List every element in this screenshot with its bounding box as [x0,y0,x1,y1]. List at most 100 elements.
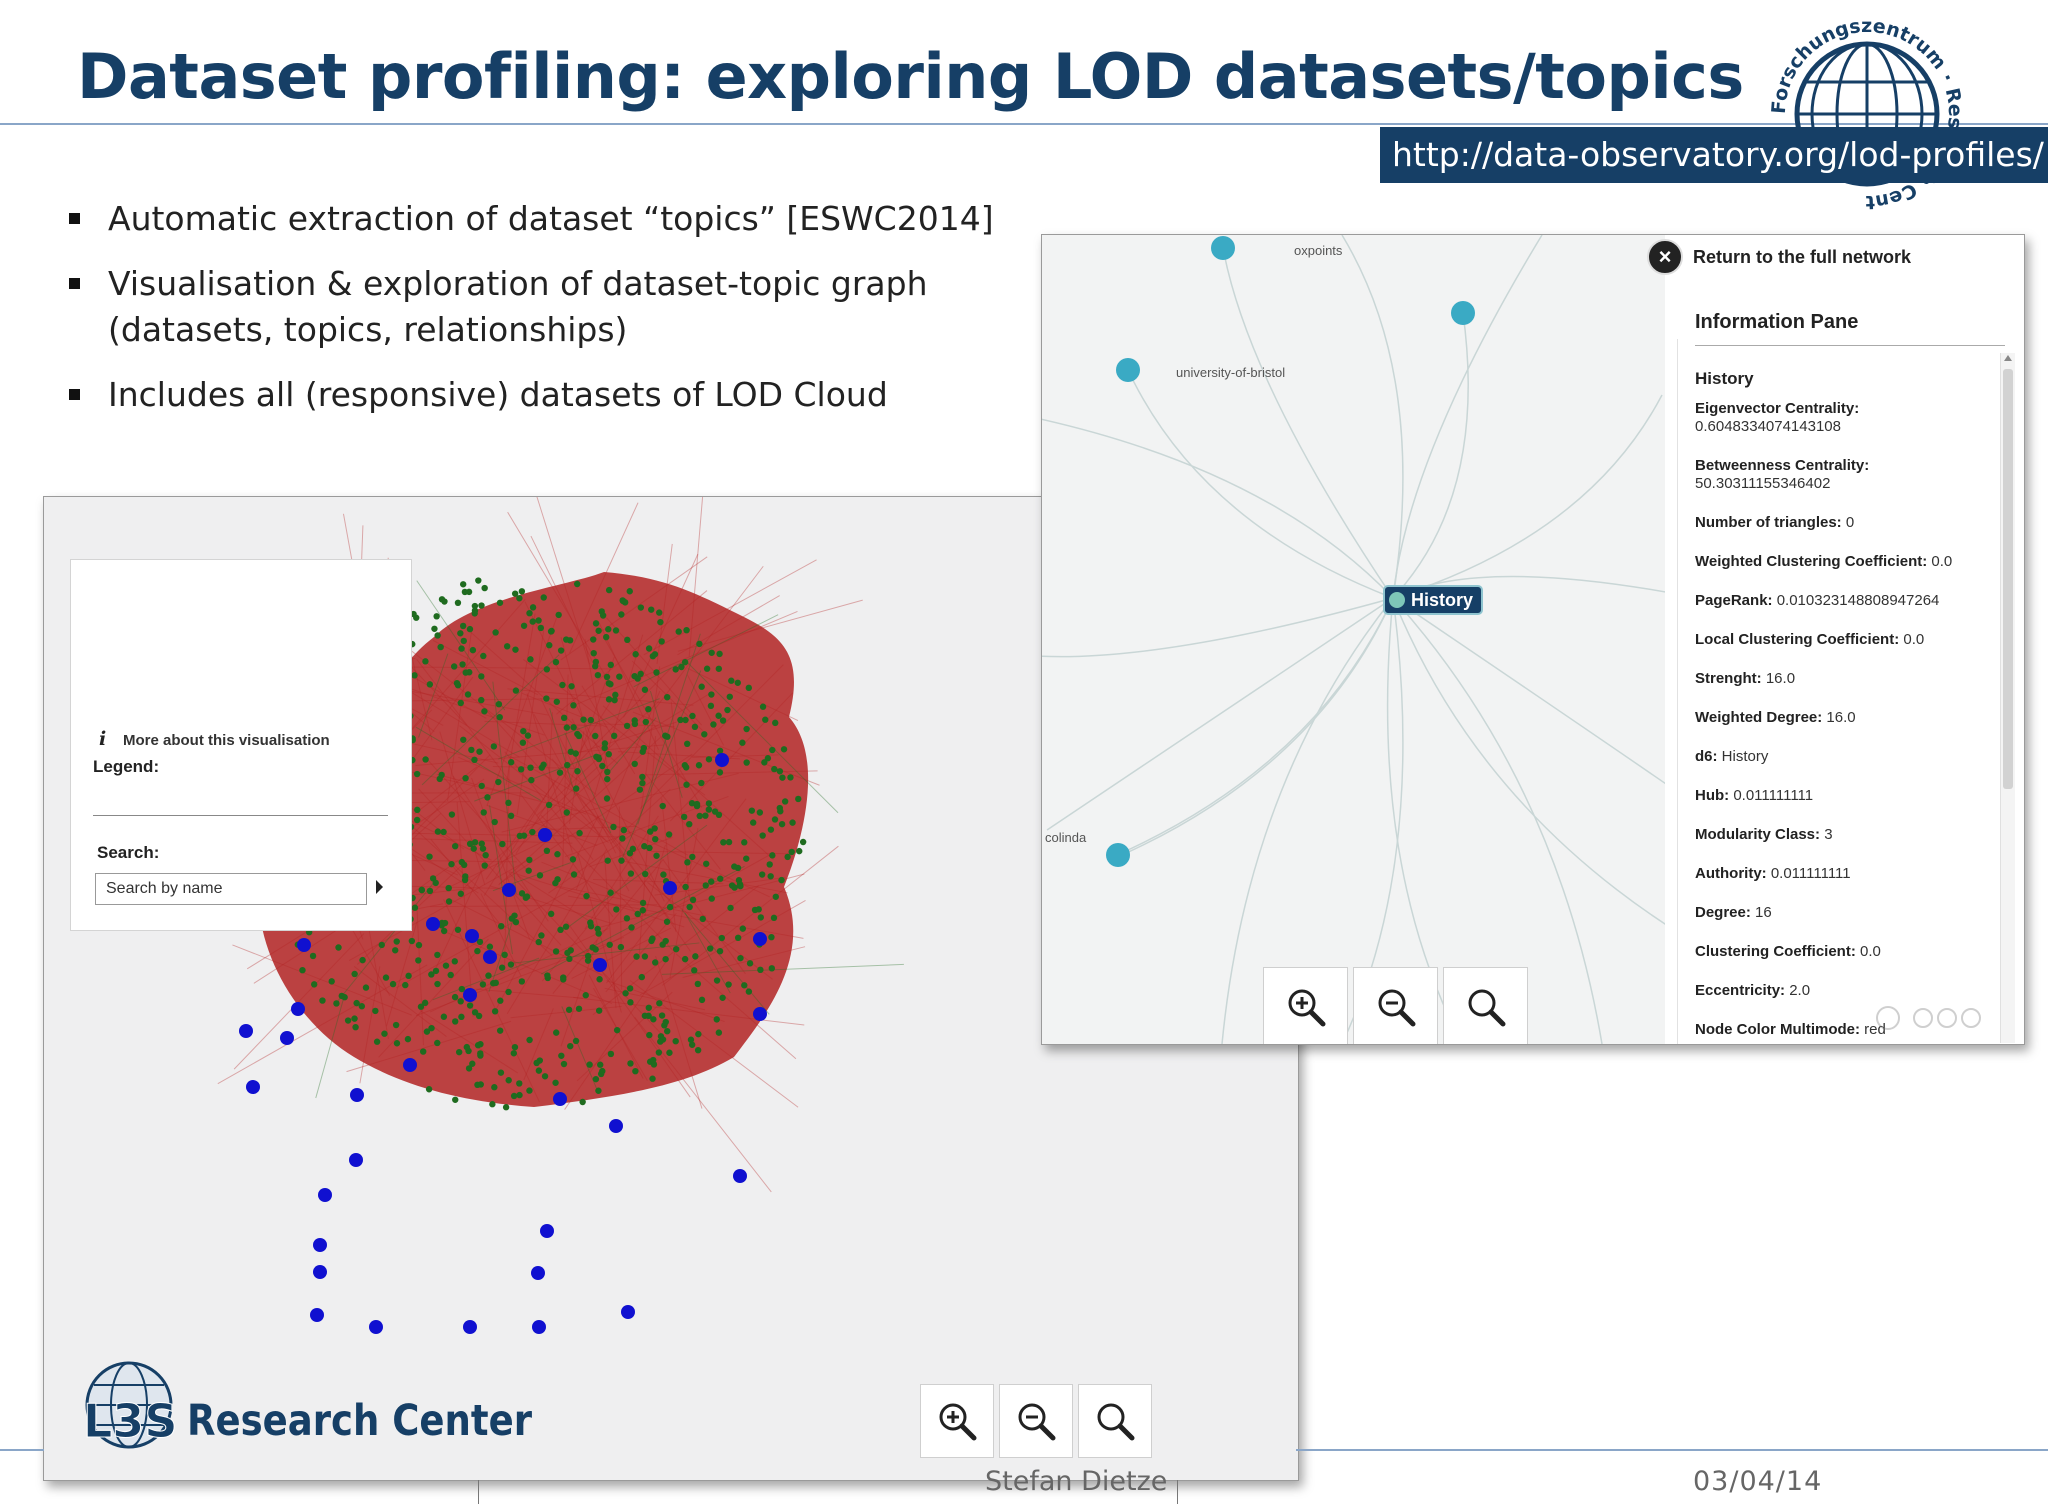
graph-edge [681,909,770,1015]
scroll-up-icon[interactable] [2004,355,2012,361]
topic-node [767,873,774,880]
topic-node [622,990,629,997]
selected-node-history[interactable]: History [1383,585,1484,615]
close-icon[interactable]: × [1647,239,1683,275]
topic-node [708,878,715,885]
topic-node [576,829,583,837]
dataset-node [426,917,440,931]
graph-edge [418,653,449,738]
graph-edge [1392,597,1683,936]
attribute-row: d6: History [1695,748,1985,766]
topic-node [641,953,649,960]
topic-node [434,980,441,988]
topic-node [535,1067,543,1074]
zoom-in-button[interactable] [1263,967,1348,1044]
topic-node [617,943,625,951]
node-detail-screenshot: oxpoints university-of-bristol colinda H… [1041,234,2025,1045]
graph-edge [640,666,661,815]
graph-edge [448,898,603,976]
topic-node [434,1039,441,1047]
topic-node [528,776,535,784]
attribute-key: Strenght: [1695,670,1762,687]
topic-node [458,1013,465,1021]
topic-node [445,884,452,892]
zoom-reset-button[interactable] [1078,1384,1152,1458]
graph-edge [474,754,597,802]
more-about-link[interactable]: More about this visualisation [123,732,330,749]
topic-node [628,924,635,931]
topic-node [481,584,488,592]
topic-node [373,1038,381,1045]
topic-node [599,612,607,619]
topic-node [663,918,671,925]
topic-node [459,661,466,668]
topic-node [771,816,779,823]
topic-node [717,875,724,882]
topic-node [529,604,537,611]
zoom-out-button[interactable] [1353,967,1438,1044]
dataset-node [350,1088,364,1102]
topic-node [463,1043,471,1051]
topic-node [475,577,482,584]
project-url[interactable]: http://data-observatory.org/lod-profiles… [1380,127,2048,183]
topic-node [557,926,564,934]
zoom-reset-button[interactable] [1443,967,1528,1044]
topic-node [761,759,768,766]
attribute-value: 16.0 [1826,709,1856,726]
topic-node [619,835,626,842]
info-icon[interactable]: i [99,728,107,750]
topic-node [563,809,571,816]
topic-node [696,640,703,648]
topic-node [698,996,706,1004]
dataset-topic-graph[interactable] [44,497,1298,1480]
attribute-row: Authority: 0.011111111 [1695,865,1985,883]
topic-node [553,698,560,705]
topic-node [677,716,684,724]
topic-node [392,1021,400,1029]
topic-node [413,614,420,621]
scroll-thumb[interactable] [2003,369,2013,789]
topic-node [393,1040,401,1047]
topic-node [664,733,671,740]
topic-node [419,1048,427,1055]
attribute-row: Hub: 0.011111111 [1695,787,1985,805]
topic-node [606,941,613,948]
zoom-in-button[interactable] [920,1384,994,1458]
topic-node [445,898,453,905]
topic-node [477,1052,484,1059]
topic-node [624,636,631,644]
topic-node [518,890,526,897]
pane-scrollbar[interactable] [2000,353,2015,1043]
graph-edge [523,1008,554,1081]
search-input[interactable] [95,873,367,905]
return-to-network-link[interactable]: × Return to the full network [1647,239,1911,275]
attribute-key: Hub: [1695,787,1730,804]
topic-node [333,1000,340,1007]
topic-node [454,682,462,689]
bullet-square-icon [69,278,80,289]
graph-edge [540,814,674,952]
topic-node [688,1041,696,1048]
node-label-oxpoints[interactable]: oxpoints [1294,243,1343,258]
topic-node [471,839,479,846]
history-ego-network[interactable] [1042,235,2024,1044]
dataset-node [531,1266,545,1280]
graph-edge [584,639,610,775]
topic-node [574,730,581,738]
node-label-university-of-bristol[interactable]: university-of-bristol [1176,365,1286,380]
bullet-square-icon [69,389,80,400]
topic-node [492,979,499,987]
zoom-out-button[interactable] [999,1384,1073,1458]
topic-node [567,1042,574,1050]
graph-edge [650,850,790,855]
topic-node [460,736,467,743]
topic-node [476,748,483,755]
graph-edge [359,966,381,1084]
graph-edge [654,876,786,896]
topic-node [565,1006,573,1013]
topic-node [466,625,474,633]
search-submit-icon[interactable] [376,880,383,894]
topic-node [527,656,534,663]
node-label-colinda[interactable]: colinda [1045,830,1087,845]
topic-node [607,680,614,688]
